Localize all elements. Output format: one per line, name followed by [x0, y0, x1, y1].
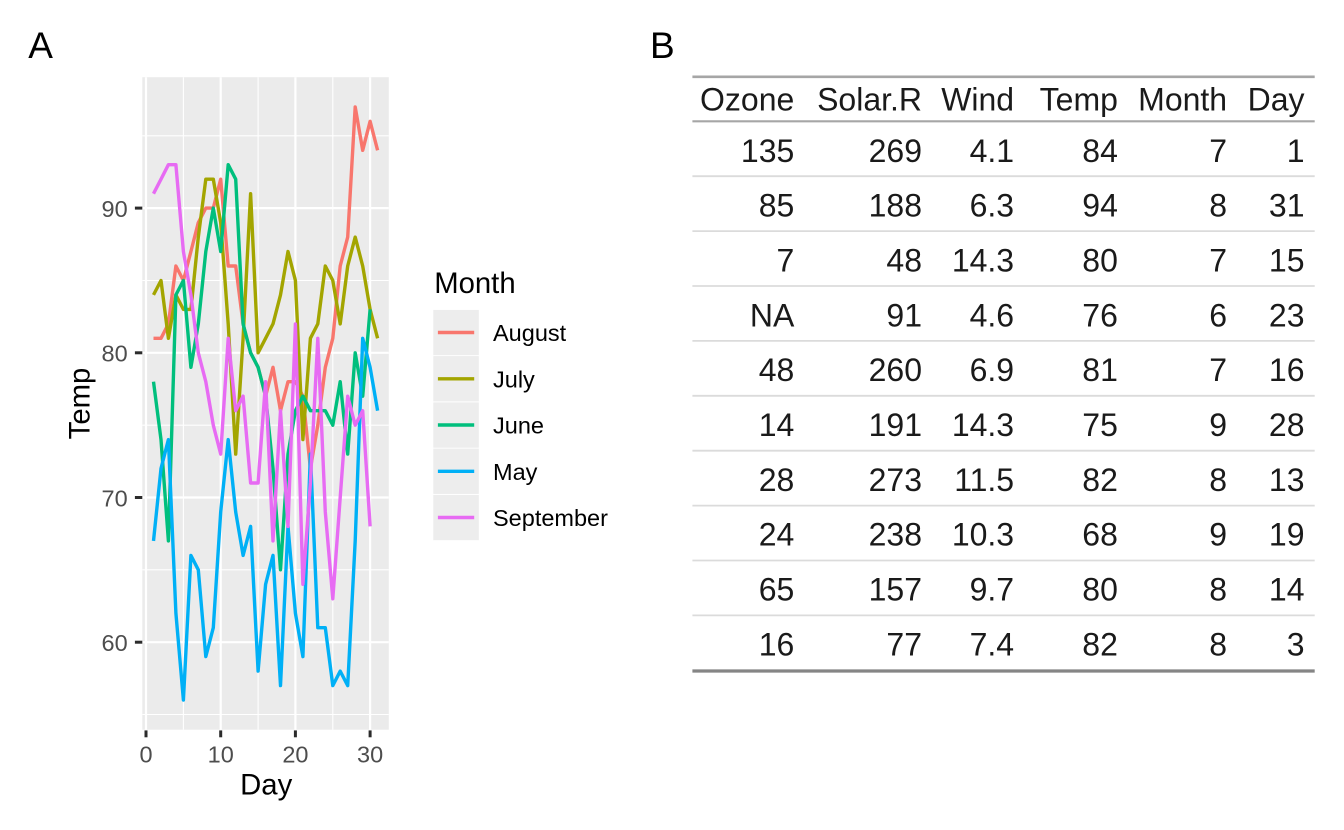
svg-text:28: 28	[1269, 407, 1305, 443]
svg-text:8: 8	[1209, 188, 1227, 224]
svg-text:1: 1	[1287, 133, 1305, 169]
svg-text:80: 80	[102, 341, 128, 367]
svg-text:28: 28	[759, 462, 795, 498]
svg-text:94: 94	[1082, 188, 1118, 224]
svg-text:NA: NA	[750, 297, 795, 333]
svg-text:80: 80	[1082, 572, 1118, 608]
svg-text:31: 31	[1269, 188, 1305, 224]
svg-text:7.4: 7.4	[970, 626, 1014, 662]
svg-text:75: 75	[1082, 407, 1118, 443]
svg-text:7: 7	[1209, 243, 1227, 279]
svg-text:9: 9	[1209, 517, 1227, 553]
svg-text:10: 10	[208, 742, 234, 768]
svg-text:Day: Day	[1248, 82, 1305, 118]
svg-text:9: 9	[1209, 407, 1227, 443]
svg-text:August: August	[493, 320, 567, 346]
svg-text:10.3: 10.3	[952, 517, 1014, 553]
svg-text:15: 15	[1269, 243, 1305, 279]
svg-text:Ozone: Ozone	[700, 82, 794, 118]
svg-text:48: 48	[886, 243, 922, 279]
svg-text:May: May	[493, 459, 538, 485]
svg-text:84: 84	[1082, 133, 1118, 169]
svg-text:85: 85	[759, 188, 795, 224]
svg-text:77: 77	[886, 626, 922, 662]
svg-text:273: 273	[869, 462, 922, 498]
svg-text:191: 191	[869, 407, 922, 443]
svg-text:11.5: 11.5	[954, 462, 1014, 498]
svg-text:30: 30	[357, 742, 383, 768]
svg-text:81: 81	[1082, 352, 1118, 388]
svg-text:24: 24	[759, 517, 795, 553]
svg-text:14.3: 14.3	[952, 407, 1014, 443]
svg-text:68: 68	[1082, 517, 1118, 553]
svg-text:B: B	[650, 25, 675, 66]
svg-text:0: 0	[139, 742, 152, 768]
svg-text:3: 3	[1287, 626, 1305, 662]
svg-text:Temp: Temp	[1040, 82, 1118, 118]
svg-text:269: 269	[869, 133, 922, 169]
svg-text:9.7: 9.7	[970, 572, 1014, 608]
svg-text:14: 14	[759, 407, 795, 443]
svg-text:4.1: 4.1	[970, 133, 1014, 169]
svg-text:Month: Month	[1138, 82, 1227, 118]
svg-text:19: 19	[1269, 517, 1305, 553]
svg-text:September: September	[493, 505, 608, 531]
svg-text:70: 70	[102, 485, 128, 511]
svg-text:16: 16	[1269, 352, 1305, 388]
svg-text:82: 82	[1082, 626, 1118, 662]
svg-text:July: July	[493, 366, 535, 392]
svg-text:60: 60	[102, 630, 128, 656]
svg-text:14: 14	[1269, 572, 1305, 608]
svg-text:14.3: 14.3	[952, 243, 1014, 279]
svg-text:48: 48	[759, 352, 795, 388]
svg-text:8: 8	[1209, 626, 1227, 662]
svg-text:Solar.R: Solar.R	[817, 82, 922, 118]
svg-text:260: 260	[869, 352, 922, 388]
svg-text:13: 13	[1269, 462, 1305, 498]
svg-text:90: 90	[102, 196, 128, 222]
svg-text:80: 80	[1082, 243, 1118, 279]
svg-text:4.6: 4.6	[970, 297, 1014, 333]
svg-text:8: 8	[1209, 462, 1227, 498]
svg-text:8: 8	[1209, 572, 1227, 608]
svg-text:16: 16	[759, 626, 795, 662]
svg-text:6: 6	[1209, 297, 1227, 333]
svg-text:7: 7	[1209, 352, 1227, 388]
svg-text:June: June	[493, 413, 544, 439]
svg-text:6.9: 6.9	[970, 352, 1014, 388]
svg-text:91: 91	[886, 297, 922, 333]
svg-text:157: 157	[869, 572, 922, 608]
svg-text:188: 188	[869, 188, 922, 224]
svg-text:76: 76	[1082, 297, 1118, 333]
svg-text:65: 65	[759, 572, 795, 608]
svg-text:Day: Day	[240, 769, 292, 802]
svg-text:Wind: Wind	[941, 82, 1014, 118]
svg-text:82: 82	[1082, 462, 1118, 498]
svg-text:7: 7	[777, 243, 795, 279]
svg-text:23: 23	[1269, 297, 1305, 333]
svg-text:Month: Month	[434, 267, 515, 300]
svg-text:7: 7	[1209, 133, 1227, 169]
svg-text:Temp: Temp	[63, 368, 96, 440]
svg-text:6.3: 6.3	[970, 188, 1014, 224]
svg-text:A: A	[28, 25, 53, 66]
svg-text:20: 20	[282, 742, 308, 768]
svg-text:238: 238	[869, 517, 922, 553]
svg-text:135: 135	[741, 133, 794, 169]
